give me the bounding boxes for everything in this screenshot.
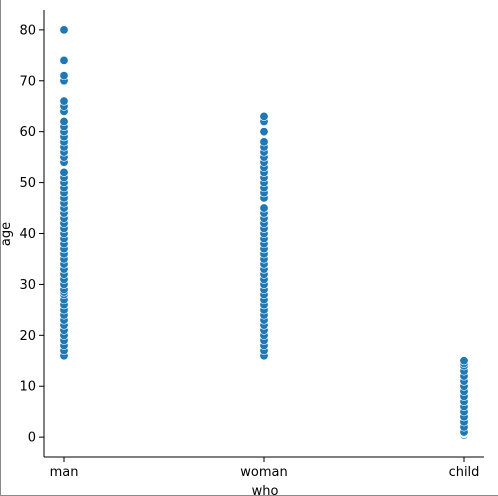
plot-area xyxy=(59,25,469,440)
y-tick-label: 80 xyxy=(19,23,36,38)
y-tick-label: 20 xyxy=(19,329,36,344)
data-point-woman xyxy=(259,137,269,147)
data-point-woman xyxy=(259,111,269,121)
data-point-man xyxy=(59,116,69,126)
y-tick-label: 40 xyxy=(19,227,36,242)
x-tick-label-child: child xyxy=(449,465,480,480)
x-tick-label-man: man xyxy=(50,465,79,480)
data-point-child xyxy=(459,356,469,366)
data-point-woman xyxy=(259,203,269,213)
data-point-man xyxy=(59,55,69,65)
x-tick-label-woman: woman xyxy=(240,465,287,480)
y-tick-label: 10 xyxy=(19,380,36,395)
data-point-man xyxy=(59,25,69,35)
x-axis-title: who xyxy=(252,484,279,496)
y-tick-label: 60 xyxy=(19,125,36,140)
x-ticks: man woman child xyxy=(50,457,480,480)
data-point-woman xyxy=(259,127,269,137)
data-point-man xyxy=(59,96,69,106)
y-tick-label: 30 xyxy=(19,278,36,293)
y-tick-label: 70 xyxy=(19,74,36,89)
y-axis-title: age xyxy=(0,222,14,246)
y-tick-label: 0 xyxy=(28,431,36,446)
y-ticks: 0 10 20 30 40 50 60 70 80 xyxy=(19,23,44,446)
data-point-man xyxy=(59,167,69,177)
data-point-man xyxy=(59,71,69,81)
y-tick-label: 50 xyxy=(19,176,36,191)
